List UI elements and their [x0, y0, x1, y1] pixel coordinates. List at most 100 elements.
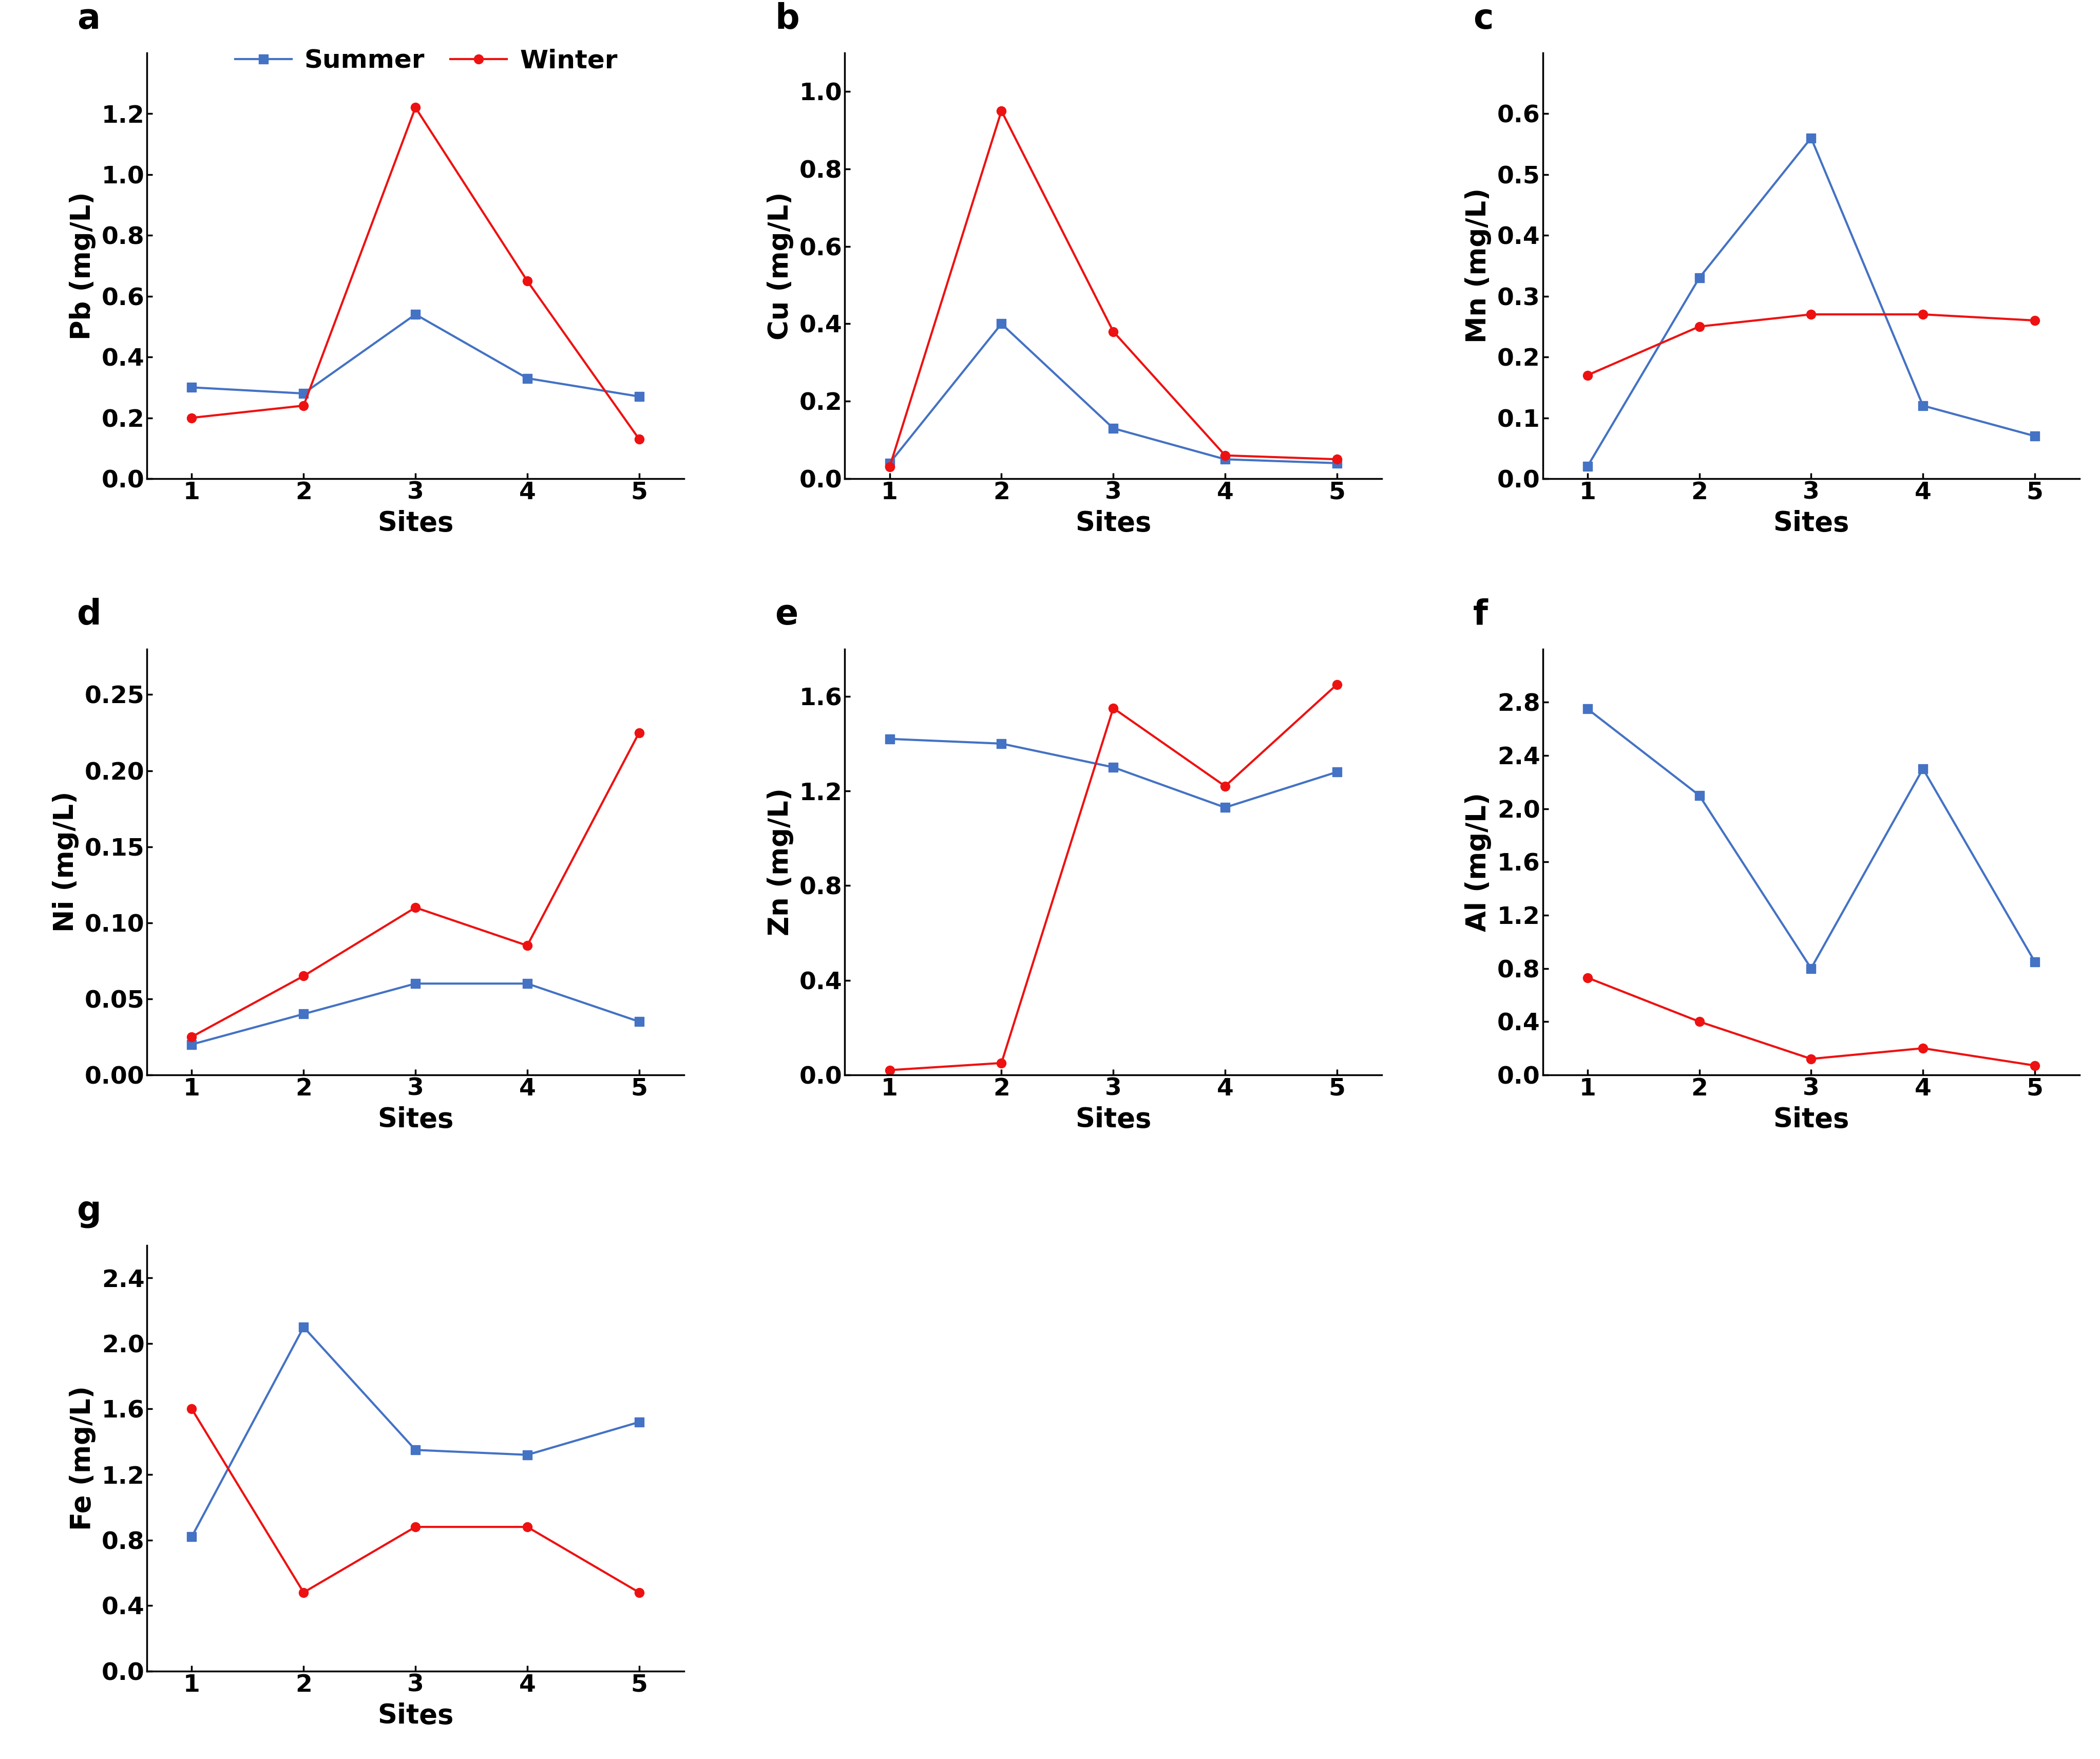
Summer: [989, 734, 1014, 755]
Summer: [989, 313, 1014, 334]
Winter: [179, 1398, 204, 1420]
Summer: [2022, 426, 2048, 447]
Summer: [403, 973, 428, 994]
Y-axis label: Cu (mg/L): Cu (mg/L): [766, 192, 794, 339]
Winter: [1575, 967, 1600, 989]
Winter: [514, 936, 540, 957]
Winter: [1100, 320, 1126, 341]
Winter: [1909, 304, 1934, 325]
Winter: [2022, 310, 2048, 331]
Winter: [514, 271, 540, 292]
Winter: [1323, 449, 1348, 470]
Text: b: b: [775, 2, 800, 35]
Summer: [626, 385, 651, 406]
Summer: [403, 1439, 428, 1460]
Summer: [1323, 452, 1348, 473]
X-axis label: Sites: Sites: [378, 510, 454, 536]
Winter: [1798, 304, 1823, 325]
Line: Summer: Summer: [187, 310, 643, 401]
Winter: [1575, 364, 1600, 385]
Summer: [514, 1444, 540, 1465]
Winter: [179, 1025, 204, 1047]
Summer: [1100, 417, 1126, 438]
Line: Summer: Summer: [884, 318, 1342, 468]
Text: g: g: [78, 1194, 101, 1228]
Summer: [1100, 756, 1126, 777]
Y-axis label: Zn (mg/L): Zn (mg/L): [766, 788, 794, 936]
Winter: [1686, 1011, 1711, 1033]
Line: Summer: Summer: [187, 980, 643, 1048]
Summer: [1212, 449, 1237, 470]
Summer: [292, 1003, 317, 1024]
Summer: [179, 376, 204, 398]
Y-axis label: Ni (mg/L): Ni (mg/L): [52, 792, 80, 932]
Summer: [878, 452, 903, 473]
Winter: [1212, 445, 1237, 466]
Line: Winter: Winter: [1583, 310, 2039, 380]
Summer: [1575, 456, 1600, 477]
Winter: [514, 1516, 540, 1537]
X-axis label: Sites: Sites: [1075, 510, 1151, 536]
X-axis label: Sites: Sites: [378, 1106, 454, 1133]
Line: Summer: Summer: [1583, 134, 2039, 471]
Winter: [1100, 698, 1126, 719]
Y-axis label: Mn (mg/L): Mn (mg/L): [1464, 188, 1491, 343]
Winter: [626, 1581, 651, 1602]
Winter: [403, 897, 428, 918]
Winter: [878, 1059, 903, 1080]
X-axis label: Sites: Sites: [1772, 1106, 1848, 1133]
Summer: [1686, 267, 1711, 288]
Summer: [179, 1527, 204, 1548]
Legend: Summer, Winter: Summer, Winter: [235, 49, 617, 74]
Summer: [626, 1011, 651, 1033]
Line: Winter: Winter: [187, 1404, 643, 1597]
X-axis label: Sites: Sites: [1075, 1106, 1151, 1133]
Winter: [1686, 317, 1711, 338]
Line: Winter: Winter: [187, 728, 643, 1041]
Summer: [1909, 396, 1934, 417]
Winter: [1798, 1048, 1823, 1069]
Text: c: c: [1472, 2, 1493, 35]
Winter: [989, 1052, 1014, 1073]
Line: Summer: Summer: [1583, 704, 2039, 973]
Summer: [292, 383, 317, 405]
Winter: [1212, 776, 1237, 797]
Winter: [292, 966, 317, 987]
Text: f: f: [1472, 598, 1487, 631]
Line: Winter: Winter: [884, 106, 1342, 471]
Y-axis label: Pb (mg/L): Pb (mg/L): [69, 192, 97, 339]
Text: e: e: [775, 598, 798, 631]
Summer: [292, 1316, 317, 1337]
Summer: [1575, 698, 1600, 719]
Line: Winter: Winter: [884, 679, 1342, 1075]
Winter: [179, 408, 204, 429]
Summer: [403, 304, 428, 325]
Text: d: d: [78, 598, 101, 631]
Summer: [179, 1034, 204, 1055]
Line: Summer: Summer: [187, 1323, 643, 1541]
Summer: [514, 973, 540, 994]
Summer: [1323, 762, 1348, 783]
Winter: [2022, 1055, 2048, 1077]
Winter: [1909, 1038, 1934, 1059]
Y-axis label: Fe (mg/L): Fe (mg/L): [69, 1386, 97, 1530]
Summer: [1212, 797, 1237, 818]
Winter: [403, 97, 428, 118]
Summer: [626, 1411, 651, 1432]
Line: Winter: Winter: [187, 102, 643, 443]
X-axis label: Sites: Sites: [378, 1703, 454, 1729]
Line: Winter: Winter: [1583, 973, 2039, 1069]
Summer: [1686, 785, 1711, 806]
Text: a: a: [78, 2, 101, 35]
Line: Summer: Summer: [884, 734, 1342, 813]
Winter: [626, 723, 651, 744]
Y-axis label: Al (mg/L): Al (mg/L): [1464, 792, 1491, 932]
Winter: [292, 1581, 317, 1602]
Summer: [1798, 127, 1823, 148]
Summer: [1909, 758, 1934, 779]
Summer: [1798, 959, 1823, 980]
Summer: [2022, 952, 2048, 973]
Winter: [292, 396, 317, 417]
X-axis label: Sites: Sites: [1772, 510, 1848, 536]
Summer: [514, 368, 540, 389]
